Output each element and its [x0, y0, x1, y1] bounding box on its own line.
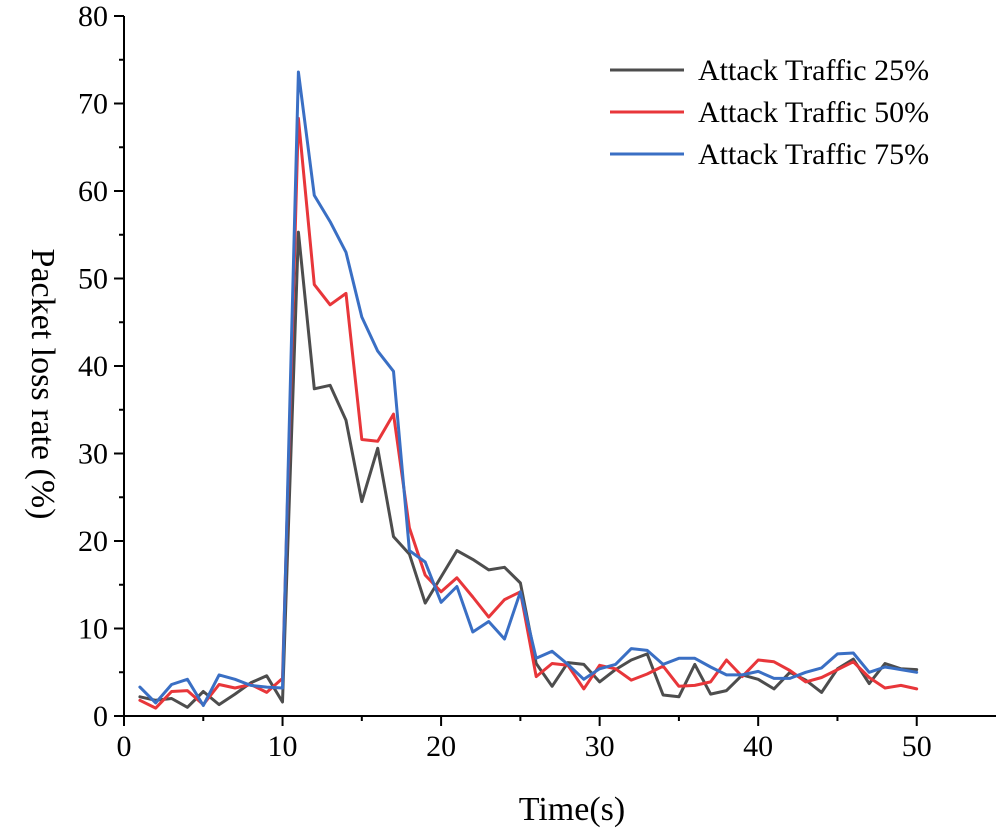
y-tick-label: 80 [78, 0, 108, 33]
y-tick-label: 10 [78, 613, 108, 646]
series-line-2 [138, 116, 919, 710]
x-tick-label: 20 [426, 730, 456, 763]
y-tick-label: 40 [78, 350, 108, 383]
y-tick-label: 30 [78, 438, 108, 471]
legend-label-1: Attack Traffic 25% [698, 54, 929, 87]
legend-label-2: Attack Traffic 50% [698, 96, 929, 129]
x-tick-label: 50 [902, 730, 932, 763]
x-tick-label: 30 [585, 730, 615, 763]
series-line-3 [138, 70, 919, 707]
legend: Attack Traffic 25% Attack Traffic 50% Atta… [610, 54, 929, 171]
y-tick-label: 0 [93, 700, 108, 733]
y-axis-title: Packet loss rate (%) [24, 249, 61, 520]
series-lines [138, 70, 919, 710]
y-tick-label: 20 [78, 525, 108, 558]
x-axis-title: Time(s) [519, 791, 625, 828]
y-tick-label: 60 [78, 175, 108, 208]
y-tick-label: 50 [78, 263, 108, 296]
x-tick-label: 40 [743, 730, 773, 763]
legend-label-3: Attack Traffic 75% [698, 138, 929, 171]
x-tick-label: 10 [268, 730, 298, 763]
axes: 0 10 20 30 40 50 60 70 80 0 10 20 30 40 50 [78, 0, 996, 763]
y-tick-label: 70 [78, 88, 108, 121]
x-tick-label: 0 [117, 730, 132, 763]
